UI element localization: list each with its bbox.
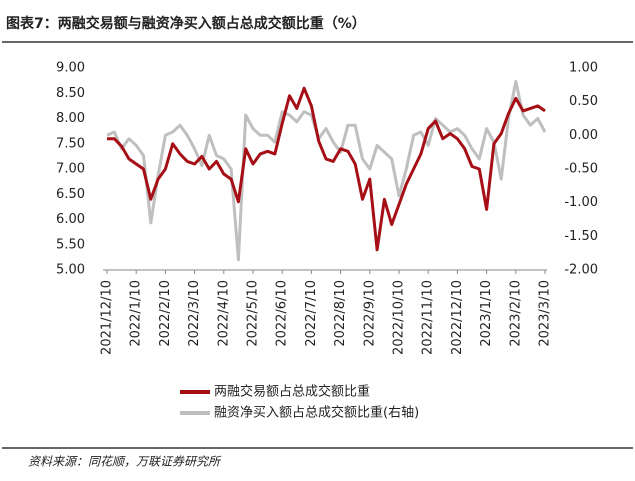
y-tick-label: 6.50 [56,187,85,202]
legend-label: 两融交易额占总成交额比重 [214,384,370,400]
x-tick-label: 2022/12/10 [450,280,465,355]
y2-tick-label: -2.00 [564,263,598,278]
x-tick-label: 2022/5/10 [246,280,261,347]
x-tick-label: 2022/11/10 [421,280,436,355]
x-tick-label: 2023/1/10 [479,280,494,347]
y2-tick-label: 0.50 [569,94,598,109]
x-tick-label: 2023/3/10 [538,280,553,347]
y2-tick-label: -1.00 [564,195,598,210]
x-tick-label: 2022/7/10 [304,280,319,347]
x-tick-label: 2022/3/10 [187,280,202,347]
y-tick-label: 5.00 [56,263,85,278]
series-line [106,80,547,262]
source-note: 资料来源：同花顺，万联证券研究所 [28,455,222,469]
x-tick-label: 2022/1/10 [129,280,144,347]
y-tick-label: 6.00 [56,212,85,227]
y-tick-label: 8.50 [56,86,85,101]
x-tick-label: 2022/9/10 [362,280,377,347]
y-tick-label: 7.50 [56,136,85,151]
y-tick-label: 8.00 [56,111,85,126]
x-tick-label: 2022/2/10 [158,280,173,347]
y2-tick-label: 0.00 [569,128,598,143]
y-tick-label: 7.00 [56,162,85,177]
chart-title: 图表7：两融交易额与融资净买入额占总成交额比重（%） [6,15,366,32]
y2-tick-label: 1.00 [569,61,598,76]
x-tick-label: 2023/2/10 [508,280,523,347]
y2-tick-label: -0.50 [564,162,598,177]
x-tick-label: 2022/8/10 [333,280,348,347]
x-tick-label: 2021/12/10 [100,280,115,355]
y-tick-label: 9.00 [56,61,85,76]
x-tick-label: 2022/4/10 [216,280,231,347]
y2-tick-label: -1.50 [564,229,598,244]
x-tick-label: 2022/10/10 [392,280,407,355]
series-line [107,86,546,252]
x-tick-label: 2022/6/10 [275,280,290,347]
y-tick-label: 5.50 [56,237,85,252]
legend-label: 融资净买入额占总成交额比重(右轴) [214,405,419,421]
